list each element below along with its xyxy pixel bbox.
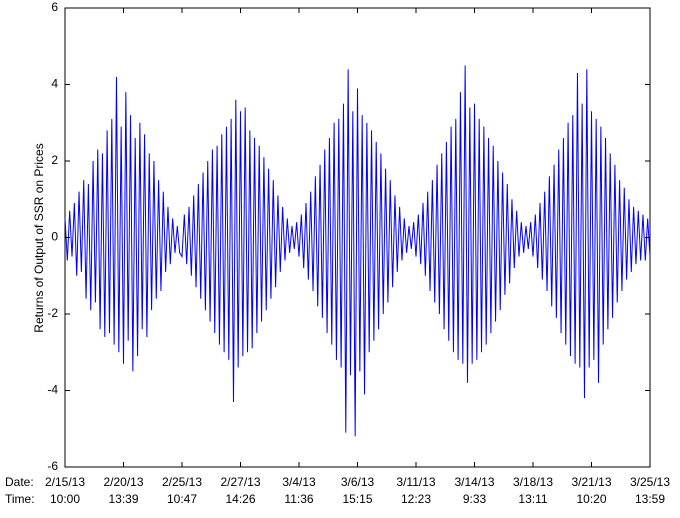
x-tick-label: 3/11/13 bbox=[396, 475, 435, 489]
x-tick-time: 10:00 bbox=[50, 492, 80, 506]
x-tick-label: 3/4/13 bbox=[282, 475, 316, 489]
x-tick-time: 14:26 bbox=[225, 492, 255, 506]
x-tick-time: 13:11 bbox=[518, 492, 547, 506]
data-line bbox=[64, 65, 651, 437]
x-tick-label: 2/25/13 bbox=[162, 475, 202, 489]
x-tick-time: 12:23 bbox=[401, 492, 431, 506]
y-tick-label: 6 bbox=[51, 0, 58, 14]
x-tick-time: 15:15 bbox=[342, 492, 372, 506]
y-tick-label: -4 bbox=[47, 383, 58, 397]
y-tick-label: 2 bbox=[51, 153, 58, 167]
x-tick-label: 3/21/13 bbox=[571, 475, 611, 489]
x-row-label: Time: bbox=[5, 492, 35, 506]
y-tick-label: -2 bbox=[47, 306, 58, 320]
y-axis-label: Returns of Output of SSR on Prices bbox=[32, 143, 46, 332]
x-tick-label: 2/20/13 bbox=[103, 475, 143, 489]
y-tick-label: -6 bbox=[47, 459, 58, 473]
x-tick-label: 3/18/13 bbox=[513, 475, 553, 489]
y-tick-label: 0 bbox=[51, 230, 58, 244]
x-tick-time: 11:36 bbox=[284, 492, 313, 506]
x-row-label: Date: bbox=[5, 475, 34, 489]
x-tick-time: 13:59 bbox=[635, 492, 665, 506]
y-tick-label: 4 bbox=[51, 77, 58, 91]
x-tick-label: 2/27/13 bbox=[220, 475, 260, 489]
x-tick-label: 2/15/13 bbox=[45, 475, 85, 489]
x-tick-time: 9:33 bbox=[463, 492, 487, 506]
x-tick-time: 13:39 bbox=[108, 492, 138, 506]
x-tick-label: 3/6/13 bbox=[341, 475, 375, 489]
x-tick-time: 10:20 bbox=[576, 492, 606, 506]
x-tick-label: 3/25/13 bbox=[630, 475, 670, 489]
x-tick-label: 3/14/13 bbox=[454, 475, 494, 489]
x-tick-time: 10:47 bbox=[167, 492, 197, 506]
